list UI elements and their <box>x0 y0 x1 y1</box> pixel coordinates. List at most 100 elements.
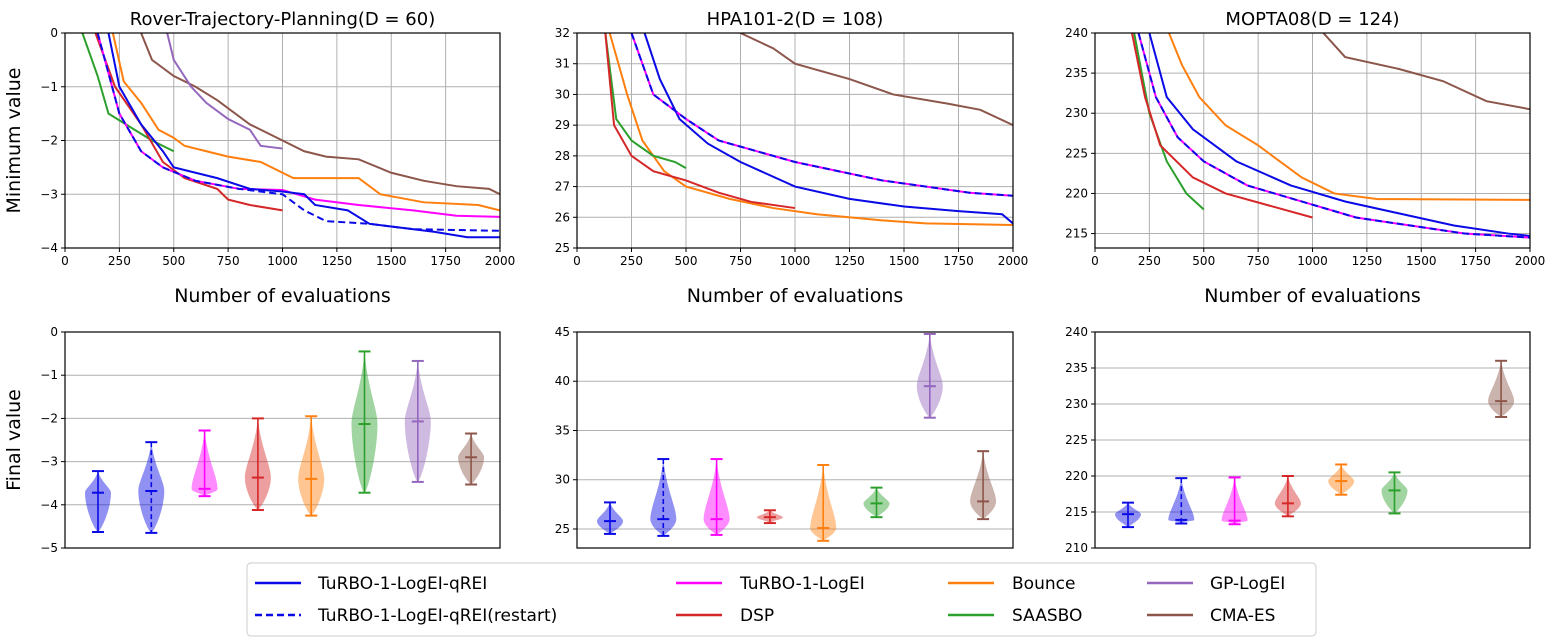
y-tick-label: 220 <box>1065 186 1088 200</box>
y-tick-label: 235 <box>1065 361 1088 375</box>
legend-label-GP: GP-LogEI <box>1210 574 1285 594</box>
y-tick-label: −1 <box>40 368 58 382</box>
series-line-qREI <box>107 33 500 239</box>
y-tick-label: 215 <box>1065 505 1088 519</box>
x-tick-label: 1250 <box>322 254 353 268</box>
y-tick-label: 240 <box>1065 26 1088 40</box>
violin-chart-3: 210 215 220 225 230 235 240 <box>1065 325 1531 555</box>
y-tick-label: 210 <box>1065 541 1088 555</box>
plot-frame <box>576 32 1014 249</box>
series-line-Bounce <box>1168 33 1530 201</box>
x-axis-label: Number of evaluations <box>687 285 904 307</box>
x-tick-label: 2000 <box>998 254 1029 268</box>
y-tick-label: 26 <box>555 210 570 224</box>
y-tick-label: 32 <box>555 26 570 40</box>
x-tick-label: 1250 <box>1352 254 1383 268</box>
chart-title: Rover-Trajectory-Planning(D = 60) <box>130 9 435 30</box>
legend-label-CMA: CMA-ES <box>1210 606 1275 626</box>
series-line-DSP <box>1130 33 1313 219</box>
x-tick-label: 1000 <box>267 254 298 268</box>
y-tick-label: 25 <box>555 522 570 536</box>
x-tick-label: 1500 <box>1406 254 1437 268</box>
series-line-qREI <box>643 33 1013 225</box>
y-tick-label: 0 <box>50 325 58 339</box>
x-tick-label: 1750 <box>943 254 974 268</box>
y-tick-label: −4 <box>40 498 58 512</box>
line-chart-1: 0 250 500 750 1000 1250 1500 1750 2000 0 −1 −2 −3 −4 R… <box>3 9 515 307</box>
x-tick-label: 0 <box>573 254 581 268</box>
series-line-qREI <box>1148 33 1530 237</box>
series-line-SAASBO <box>604 33 687 170</box>
x-tick-label: 1750 <box>430 254 461 268</box>
x-tick-label: 0 <box>1091 254 1099 268</box>
y-tick-label: −3 <box>40 187 58 201</box>
series-line-LogEI <box>96 33 500 218</box>
x-tick-label: 750 <box>1247 254 1270 268</box>
violin-body-restart <box>650 459 677 536</box>
plot-frame <box>1094 331 1531 549</box>
x-tick-label: 500 <box>675 254 698 268</box>
plot-frame <box>64 331 501 549</box>
y-tick-label: 235 <box>1065 66 1088 80</box>
x-tick-label: 1500 <box>889 254 920 268</box>
chart-title: HPA101-2(D = 108) <box>707 9 884 30</box>
y-tick-label: 40 <box>555 374 570 388</box>
y-tick-label: 29 <box>555 118 570 132</box>
series-line-SAASBO <box>81 33 175 153</box>
y-tick-label: 225 <box>1065 146 1088 160</box>
violin-chart-2: 25 30 35 40 45 <box>555 325 1014 549</box>
x-tick-label: 250 <box>620 254 643 268</box>
series-line-restart <box>630 33 1013 197</box>
y-tick-label: 30 <box>555 473 570 487</box>
y-tick-label: 30 <box>555 87 570 101</box>
y-tick-label: −2 <box>40 411 58 425</box>
y-tick-label: 25 <box>555 241 570 255</box>
y-tick-label: 240 <box>1065 325 1088 339</box>
legend: TuRBO-1-LogEI-qREI TuRBO-1-LogEI-qREI(res… <box>246 562 1317 637</box>
y-tick-label: 225 <box>1065 433 1088 447</box>
line-chart-2: 0 250 500 750 1000 1250 1500 1750 2000 25 26 27 28 29… <box>555 9 1029 307</box>
y-tick-label: 0 <box>50 26 58 40</box>
legend-label-SAASBO: SAASBO <box>1012 606 1082 626</box>
series-line-SAASBO <box>1133 33 1205 211</box>
y-tick-label: 28 <box>555 149 570 163</box>
x-tick-label: 500 <box>1192 254 1215 268</box>
y-tick-label: 220 <box>1065 469 1088 483</box>
series-line-DSP <box>94 33 283 212</box>
series-line-GP <box>166 33 283 150</box>
series-line-DSP <box>604 33 796 210</box>
plot-frame <box>576 331 1014 549</box>
series-line-restart <box>96 33 500 232</box>
x-tick-label: 1500 <box>376 254 407 268</box>
plot-frame <box>64 32 501 249</box>
y-tick-label: −1 <box>40 80 58 94</box>
series-line-CMA <box>740 33 1013 127</box>
series-line-restart <box>1137 33 1530 239</box>
y-tick-label: 31 <box>555 57 570 71</box>
y-tick-label: 230 <box>1065 106 1088 120</box>
y-tick-label: 215 <box>1065 227 1088 241</box>
y-tick-label: 27 <box>555 180 570 194</box>
y-tick-label: −5 <box>40 541 58 555</box>
series-line-CMA <box>1322 33 1530 111</box>
x-axis-label: Number of evaluations <box>174 285 391 307</box>
series-line-Bounce <box>608 33 1013 226</box>
legend-label-Bounce: Bounce <box>1012 574 1075 594</box>
violin-chart-1: 0 −1 −2 −3 −4 −5 Final value <box>3 325 501 555</box>
x-tick-label: 250 <box>108 254 131 268</box>
legend-label-restart: TuRBO-1-LogEI-qREI(restart) <box>317 606 557 626</box>
legend-frame <box>246 562 1317 637</box>
legend-label-qREI: TuRBO-1-LogEI-qREI <box>317 574 487 594</box>
y-axis-label: Final value <box>3 389 25 491</box>
line-chart-3: 0 250 500 750 1000 1250 1500 1750 2000 215 220 225 2… <box>1065 9 1545 307</box>
violin-body-restart <box>1168 478 1195 524</box>
x-tick-label: 1000 <box>1297 254 1328 268</box>
series-line-LogEI <box>630 33 1013 197</box>
series-line-CMA <box>140 33 500 196</box>
y-tick-label: −3 <box>40 455 58 469</box>
x-tick-label: 750 <box>729 254 752 268</box>
x-tick-label: 500 <box>162 254 185 268</box>
legend-label-DSP: DSP <box>740 606 774 626</box>
